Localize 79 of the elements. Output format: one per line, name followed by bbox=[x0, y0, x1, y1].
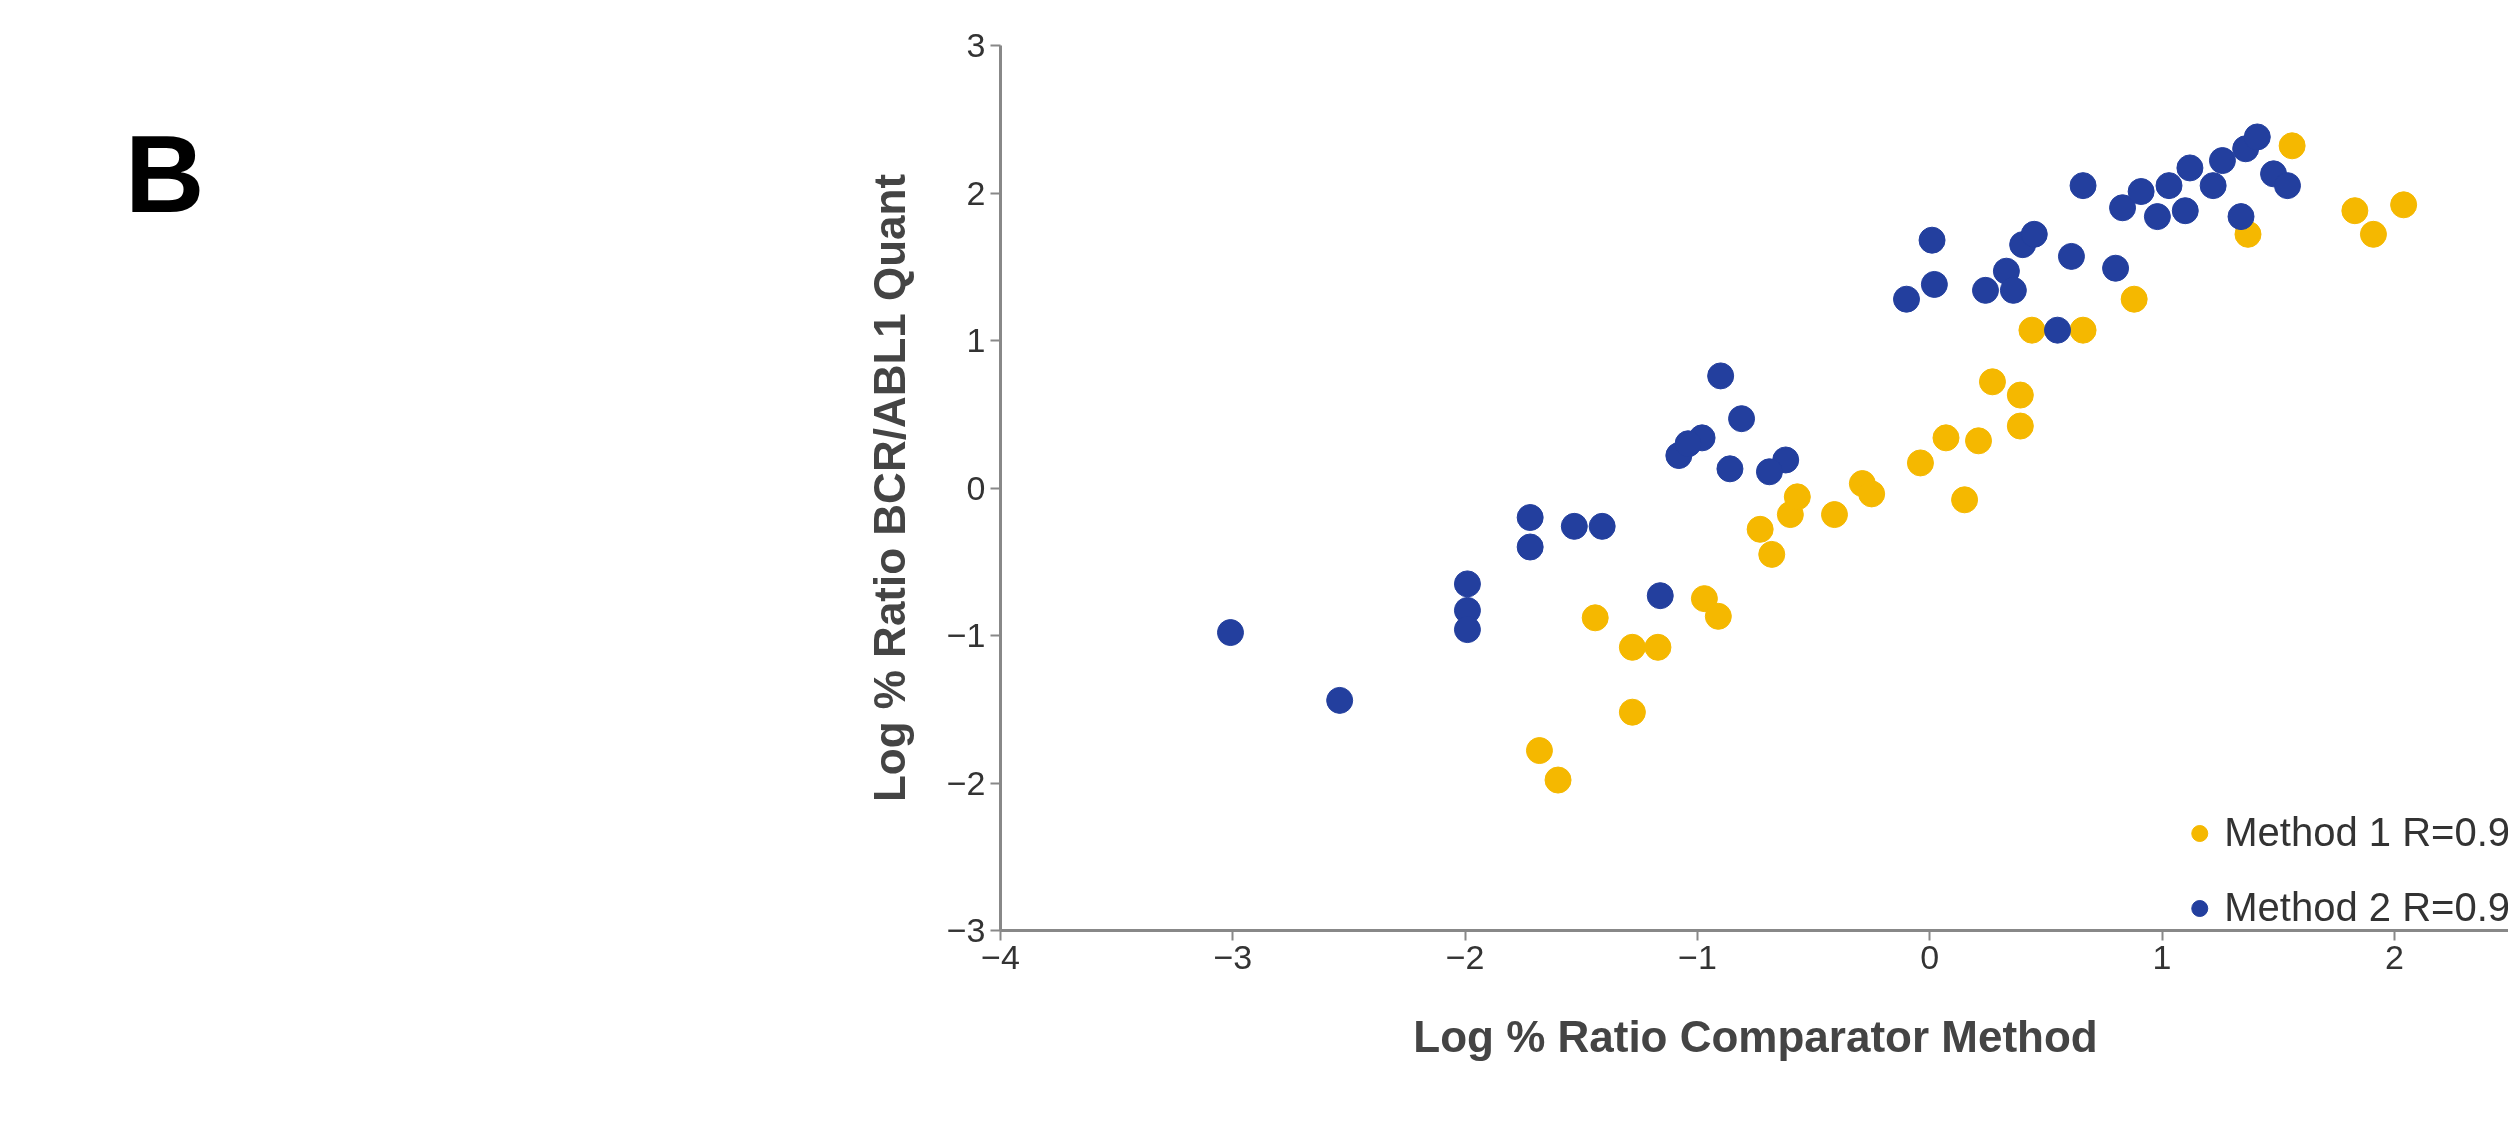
point bbox=[1704, 602, 1732, 630]
point bbox=[1893, 285, 1920, 313]
point bbox=[1216, 619, 1244, 647]
legend-label: Method 2 R=0.9 bbox=[2224, 885, 2508, 930]
y-tick-label: 3 bbox=[966, 26, 986, 64]
point bbox=[2044, 316, 2071, 344]
point bbox=[1707, 362, 1735, 390]
point bbox=[1453, 570, 1481, 598]
point bbox=[2057, 242, 2085, 270]
x-tick-label: −3 bbox=[1213, 937, 1253, 976]
point bbox=[2171, 197, 2199, 225]
point bbox=[1690, 585, 1718, 613]
point bbox=[2102, 254, 2130, 282]
point bbox=[2341, 197, 2369, 225]
point bbox=[1746, 515, 1774, 543]
point bbox=[1581, 604, 1609, 632]
point bbox=[1755, 458, 1783, 486]
point bbox=[2243, 123, 2271, 151]
point bbox=[2359, 220, 2387, 248]
point bbox=[1965, 427, 1993, 455]
x-tick-label: −2 bbox=[1445, 937, 1485, 976]
legend-label: Method 1 R=0.9 bbox=[2224, 810, 2508, 855]
point bbox=[1326, 686, 1354, 714]
x-axis-title: Log % Ratio Comparator Method bbox=[1413, 1011, 2098, 1061]
point bbox=[1516, 504, 1544, 531]
point bbox=[1932, 424, 1960, 452]
point bbox=[1618, 633, 1646, 661]
point bbox=[2069, 172, 2097, 200]
point bbox=[1646, 582, 1674, 610]
point bbox=[2176, 154, 2204, 182]
y-tick-label: 1 bbox=[966, 321, 986, 359]
point bbox=[1820, 501, 1848, 529]
point bbox=[2155, 172, 2183, 200]
point bbox=[1758, 540, 1786, 568]
point bbox=[1588, 512, 1616, 540]
point bbox=[2018, 316, 2046, 344]
point bbox=[2390, 191, 2418, 219]
point bbox=[2227, 203, 2255, 231]
y-tick-label: 2 bbox=[966, 173, 986, 212]
point bbox=[2199, 172, 2227, 200]
point bbox=[1999, 276, 2027, 304]
y-tick-label: 0 bbox=[966, 468, 986, 507]
point bbox=[1516, 533, 1544, 561]
x-tick-label: 2 bbox=[2384, 937, 2404, 976]
point bbox=[2109, 194, 2137, 222]
point bbox=[2278, 132, 2306, 160]
point bbox=[2069, 316, 2097, 344]
point bbox=[1544, 766, 1572, 794]
point bbox=[1858, 480, 1886, 508]
point bbox=[1906, 449, 1934, 477]
point bbox=[1644, 633, 1672, 661]
point bbox=[1716, 455, 1744, 483]
point bbox=[1560, 512, 1588, 540]
point bbox=[1728, 405, 1756, 433]
point bbox=[1978, 368, 2006, 396]
text: B bbox=[125, 111, 205, 237]
y-tick-label: −1 bbox=[946, 616, 986, 654]
point bbox=[1618, 698, 1646, 726]
point bbox=[2143, 203, 2171, 231]
point bbox=[1918, 226, 1946, 254]
point bbox=[2273, 172, 2301, 200]
x-tick-label: 0 bbox=[1920, 937, 1940, 976]
point bbox=[1783, 483, 1811, 511]
point bbox=[1920, 270, 1948, 298]
point bbox=[1525, 737, 1553, 765]
point bbox=[2020, 220, 2048, 248]
y-tick-label: −3 bbox=[946, 911, 986, 949]
point bbox=[1951, 486, 1979, 514]
x-tick-label: −1 bbox=[1678, 937, 1717, 976]
point bbox=[2006, 381, 2034, 409]
x-tick-label: 1 bbox=[2152, 937, 2172, 976]
point bbox=[1674, 430, 1702, 458]
y-axis-title: Log % Ratio BCR/ABL1 Quant bbox=[864, 173, 914, 803]
point bbox=[2208, 147, 2236, 175]
point bbox=[2006, 412, 2034, 440]
point bbox=[2127, 178, 2155, 205]
y-tick-label: −2 bbox=[946, 763, 986, 802]
point bbox=[2120, 285, 2148, 313]
point bbox=[1971, 276, 1999, 304]
